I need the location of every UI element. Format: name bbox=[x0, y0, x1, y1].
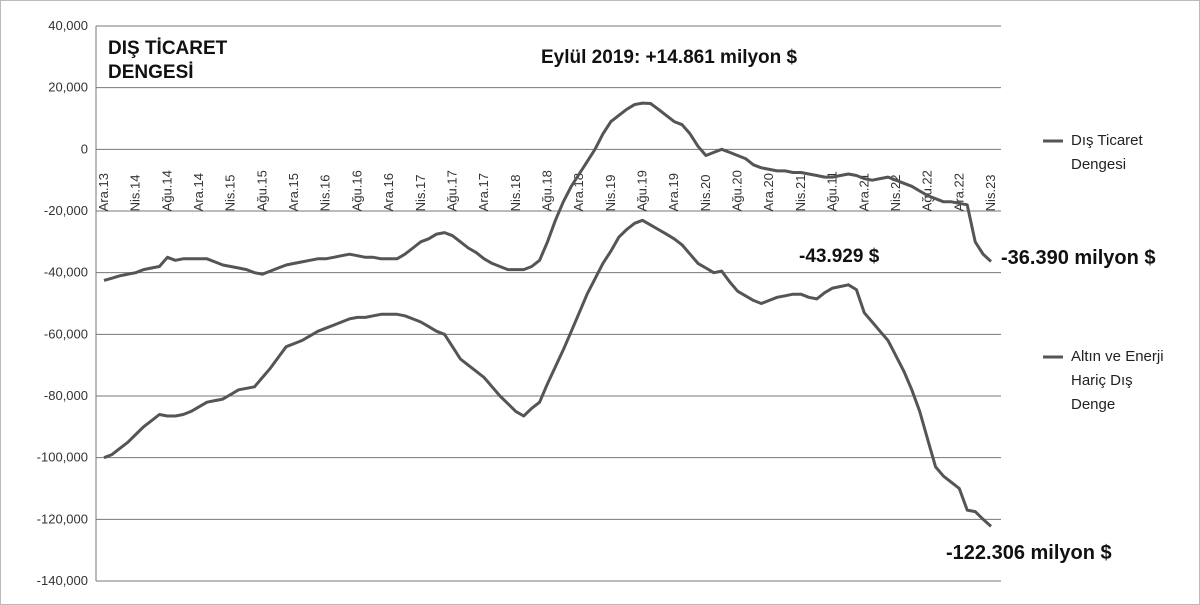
x-tick-label: Ağu.19 bbox=[635, 170, 650, 211]
y-tick-label: -140,000 bbox=[37, 573, 88, 588]
x-tick-label: Ağu.20 bbox=[730, 170, 745, 211]
y-tick-label: 0 bbox=[81, 141, 88, 156]
x-tick-label: Ara.19 bbox=[666, 173, 681, 211]
y-tick-label: -100,000 bbox=[37, 450, 88, 465]
x-tick-label: Ağu.16 bbox=[349, 170, 364, 211]
x-tick-label: Ağu.22 bbox=[920, 170, 935, 211]
y-tick-label: -20,000 bbox=[44, 203, 88, 218]
x-tick-label: Nis.20 bbox=[698, 174, 713, 211]
y-tick-label: 40,000 bbox=[48, 18, 88, 33]
annotation: -43.929 $ bbox=[799, 246, 880, 267]
y-tick-label: -40,000 bbox=[44, 265, 88, 280]
x-tick-label: Ağu.18 bbox=[540, 170, 555, 211]
x-tick-label: Ara.16 bbox=[381, 173, 396, 211]
x-tick-label: Nis.23 bbox=[983, 174, 998, 211]
annotation: -122.306 milyon $ bbox=[946, 542, 1112, 564]
x-tick-label: Nis.19 bbox=[603, 174, 618, 211]
x-tick-label: Nis.21 bbox=[793, 174, 808, 211]
series-line bbox=[103, 101, 993, 282]
annotation: Eylül 2019: +14.861 milyon $ bbox=[541, 47, 798, 68]
x-tick-label: Nis.22 bbox=[888, 174, 903, 211]
legend-label: Altın ve Enerji Hariç Dış Denge bbox=[1071, 348, 1164, 413]
x-tick-label: Nis.17 bbox=[413, 174, 428, 211]
y-tick-label: -60,000 bbox=[44, 326, 88, 341]
x-tick-label: Ara.14 bbox=[191, 173, 206, 211]
x-tick-label: Ağu.14 bbox=[159, 170, 174, 211]
x-tick-label: Ağu.17 bbox=[444, 170, 459, 211]
x-tick-label: Nis.16 bbox=[318, 174, 333, 211]
x-tick-label: Nis.18 bbox=[508, 174, 523, 211]
y-tick-label: -80,000 bbox=[44, 388, 88, 403]
x-tick-label: Ağu.11 bbox=[825, 171, 840, 211]
y-tick-label: -120,000 bbox=[37, 511, 88, 526]
annotation: -36.390 milyon $ bbox=[1001, 247, 1156, 269]
x-tick-label: Nis.14 bbox=[128, 174, 143, 211]
x-tick-label: Ara.21 bbox=[856, 173, 871, 211]
legend-label: Dış Ticaret Dengesi bbox=[1071, 132, 1143, 173]
series-line bbox=[103, 218, 993, 528]
x-tick-label: Ara.15 bbox=[286, 173, 301, 211]
x-tick-label: Ara.18 bbox=[571, 173, 586, 211]
x-tick-label: Ağu.15 bbox=[254, 170, 269, 211]
x-tick-label: Nis.15 bbox=[223, 174, 238, 211]
x-tick-label: Ara.13 bbox=[96, 173, 111, 211]
x-tick-label: Ara.20 bbox=[761, 173, 776, 211]
y-tick-label: 20,000 bbox=[48, 80, 88, 95]
x-tick-label: Ara.17 bbox=[476, 173, 491, 211]
chart-title: DIŞ TİCARET DENGESİ bbox=[108, 38, 228, 83]
